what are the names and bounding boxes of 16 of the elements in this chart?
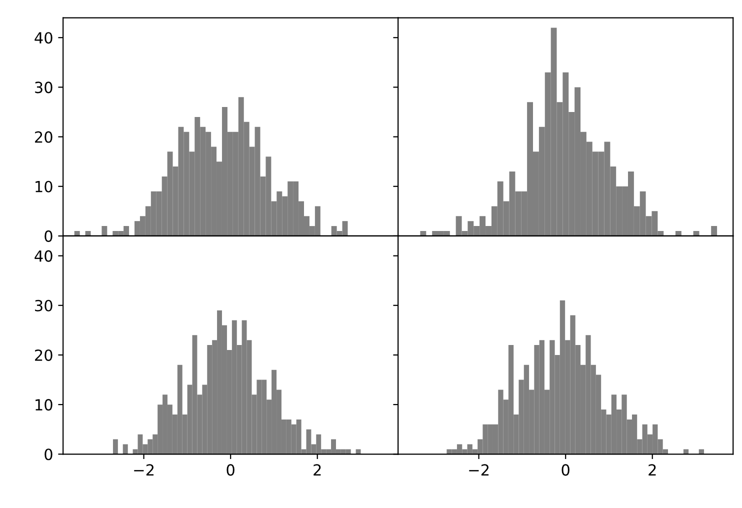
y-tick-label: 20 xyxy=(35,131,52,143)
y-tick-label: 0 xyxy=(44,230,52,242)
y-tick-label: 0 xyxy=(44,448,52,460)
x-tick-label: 0 xyxy=(562,464,570,476)
y-tick-label: 10 xyxy=(36,180,52,192)
y-tick-label: 30 xyxy=(35,300,52,312)
y-tick-label: 40 xyxy=(34,32,52,44)
x-tick-label: 2 xyxy=(314,464,321,476)
y-tick-label: 30 xyxy=(35,82,52,94)
x-tick-label: −2 xyxy=(134,464,154,476)
x-tick-label: 0 xyxy=(226,464,234,476)
y-tick-label: 40 xyxy=(34,250,52,262)
y-tick-label: 10 xyxy=(36,399,52,411)
x-tick-label: −2 xyxy=(469,464,489,476)
y-tick-label: 20 xyxy=(35,349,52,361)
x-tick-label: 2 xyxy=(648,464,656,476)
